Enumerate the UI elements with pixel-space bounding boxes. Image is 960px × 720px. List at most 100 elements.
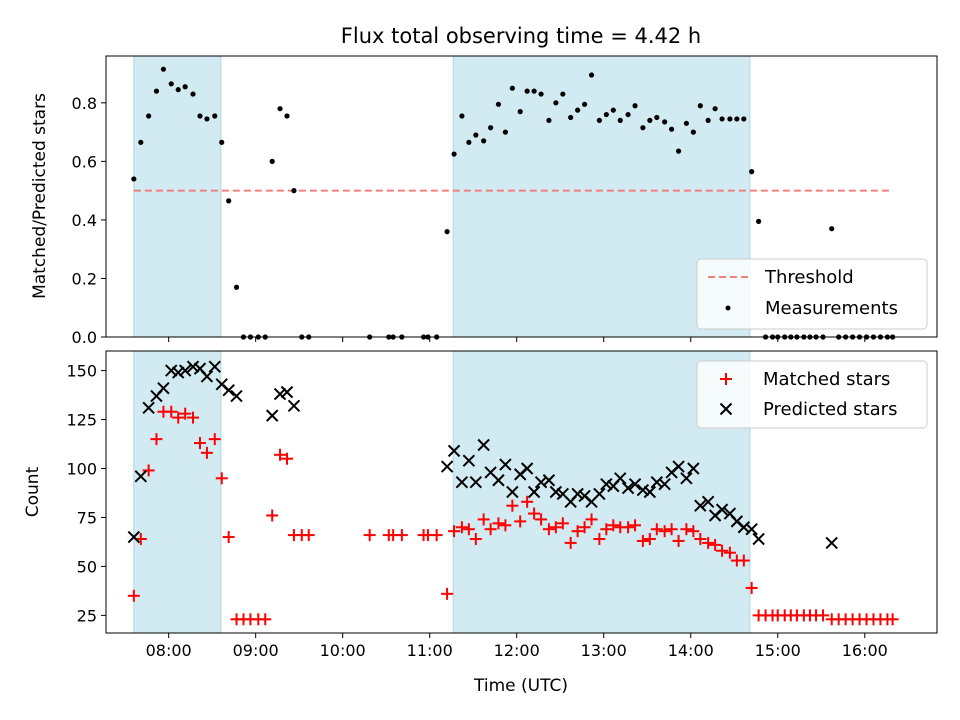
matched-star-point — [165, 405, 178, 418]
matched-star-point — [723, 546, 736, 559]
predicted-star-point — [455, 476, 469, 489]
predicted-star-point — [499, 458, 512, 471]
matched-star-point — [578, 521, 591, 534]
top-legend: Threshold Measurements — [696, 258, 928, 330]
matched-star-point — [542, 523, 555, 536]
legend-matched-label: Matched stars — [763, 369, 890, 390]
predicted-star-point — [715, 503, 729, 516]
measurement-point — [509, 85, 515, 91]
predicted-star-point-b — [520, 462, 534, 475]
predicted-star-point-b — [178, 364, 192, 377]
matched-star-point — [462, 523, 475, 536]
y-tick-label: 0.8 — [72, 94, 97, 113]
predicted-star-point-b — [193, 362, 207, 375]
measurement-point — [277, 106, 283, 112]
predicted-star-point-b — [230, 389, 243, 403]
measurement-point — [175, 87, 181, 93]
bottom-legend: Matched stars Predicted stars — [696, 360, 928, 429]
measurement-point — [219, 139, 225, 145]
predicted-star-point-b — [499, 458, 512, 471]
matched-star-point — [492, 517, 505, 530]
legend-x-marker — [719, 402, 733, 416]
predicted-star-point — [447, 444, 461, 458]
measurement-point — [553, 100, 559, 106]
predicted-star-point — [658, 477, 671, 491]
matched-star-point — [680, 523, 693, 536]
matched-star-point — [521, 495, 534, 508]
predicted-star-point-b — [484, 466, 497, 479]
predicted-star-point — [127, 530, 141, 544]
predicted-star-point-b — [650, 476, 664, 489]
measurement-point — [291, 188, 297, 194]
measurement-point — [197, 113, 203, 119]
predicted-star-point — [178, 364, 192, 377]
predicted-star-point — [752, 532, 765, 546]
predicted-star-point-b — [142, 401, 155, 414]
predicted-star-point — [825, 536, 838, 550]
predicted-star-point-b — [672, 460, 685, 473]
predicted-star-point — [172, 366, 185, 379]
measurement-point — [654, 114, 660, 121]
measurement-point — [632, 103, 638, 109]
predicted-star-point-b — [680, 472, 693, 485]
predicted-star-point-b — [200, 370, 214, 383]
predicted-star-point-b — [571, 487, 584, 501]
predicted-star-point-b — [280, 385, 294, 399]
measurement-point — [459, 113, 465, 119]
measurement-point — [473, 132, 479, 138]
matched-star-point — [672, 534, 685, 547]
matched-star-point — [363, 529, 376, 542]
predicted-star-point — [593, 487, 606, 501]
measurement-point — [697, 103, 703, 109]
predicted-star-point — [600, 477, 613, 491]
x-tick-label: 10:00 — [320, 641, 366, 660]
matched-star-point — [266, 509, 279, 522]
measurement-point — [466, 139, 472, 145]
bottom-x-ticks: 08:00 09:00 10:00 11:00 12:00 13:00 14:00 15:00… — [146, 633, 888, 660]
y-tick-label: 50 — [77, 557, 97, 576]
predicted-star-point — [208, 360, 221, 373]
y-tick-label: 25 — [77, 606, 97, 625]
predicted-star-point-b — [265, 409, 279, 422]
measurement-points — [131, 66, 896, 340]
matched-star-point — [585, 513, 598, 526]
predicted-star-point-b — [492, 474, 505, 487]
bottom-y-axis-label: Count — [23, 466, 43, 517]
x-axis-label: Time (UTC) — [473, 676, 568, 696]
matched-star-point — [172, 411, 185, 424]
matched-star-point — [549, 521, 562, 534]
measurement-point — [524, 88, 530, 94]
predicted-star-point — [643, 485, 657, 499]
matched-star-point — [484, 523, 497, 536]
measurement-point — [495, 101, 502, 107]
predicted-star-point — [745, 523, 758, 536]
measurement-point — [284, 113, 290, 119]
predicted-star-point — [701, 495, 715, 508]
predicted-star-point-b — [215, 378, 228, 391]
matched-star-point — [564, 536, 577, 549]
predicted-star-point-b — [208, 360, 221, 373]
predicted-star-point — [636, 483, 650, 497]
measurement-point — [168, 81, 174, 87]
predicted-star-point — [672, 460, 685, 473]
y-tick-label: 100 — [66, 460, 97, 479]
predicted-star-point-b — [462, 454, 476, 467]
matched-star-point — [643, 533, 656, 545]
matched-star-point — [200, 446, 213, 459]
predicted-star-point-b — [549, 485, 563, 499]
measurement-point — [226, 198, 232, 204]
legend-measurements-swatch — [725, 305, 731, 311]
predicted-star-point — [650, 476, 664, 489]
matched-star-point — [215, 472, 228, 485]
predicted-star-point — [534, 476, 548, 489]
predicted-star-point-b — [715, 503, 729, 516]
predicted-star-point — [621, 481, 635, 495]
measurement-point — [451, 151, 457, 157]
predicted-star-point-b — [752, 532, 765, 546]
matched-star-point — [817, 609, 830, 622]
predicted-star-point — [440, 460, 454, 473]
measurement-point — [182, 84, 188, 90]
predicted-star-point-b — [825, 536, 838, 550]
predicted-star-point — [506, 485, 519, 499]
predicted-star-point-b — [593, 487, 606, 501]
